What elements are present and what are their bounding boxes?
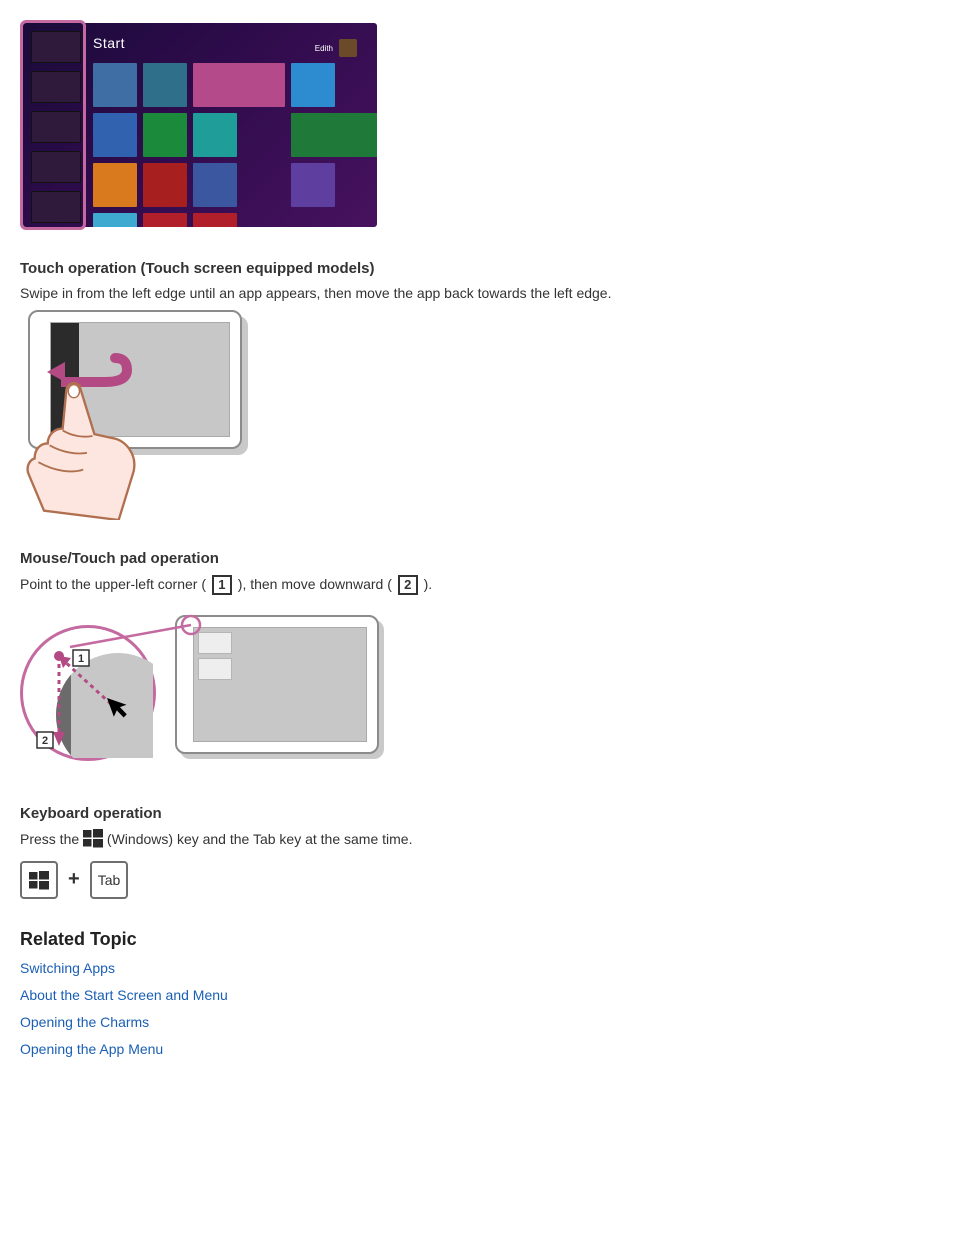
kb-text-prefix: Press the [20, 831, 83, 847]
tile-grid [93, 63, 377, 227]
tile [143, 113, 187, 157]
tile [93, 113, 137, 157]
tile [93, 163, 137, 207]
mouse-text-mid: ), then move downward ( [238, 576, 392, 592]
touch-section: Touch operation (Touch screen equipped m… [20, 260, 934, 520]
figure-start-screen: Start Edith [20, 20, 934, 230]
tile [93, 63, 137, 107]
keyboard-section: Keyboard operation Press the (Windows) k… [20, 805, 934, 898]
tile [291, 63, 335, 107]
touch-heading: Touch operation (Touch screen equipped m… [20, 260, 934, 277]
tile [193, 163, 237, 207]
tile [93, 213, 137, 227]
plus-sign: + [68, 868, 80, 891]
keyboard-heading: Keyboard operation [20, 805, 934, 822]
related-heading: Related Topic [20, 929, 934, 950]
tile [143, 63, 187, 107]
related-link[interactable]: Switching Apps [20, 958, 934, 979]
mouse-section: Mouse/Touch pad operation Point to the u… [20, 550, 934, 775]
related-link[interactable]: Opening the App Menu [20, 1039, 934, 1060]
windows-logo-icon [83, 828, 103, 848]
keyboard-instruction-line: Press the (Windows) key and the Tab key … [20, 828, 934, 850]
user-badge: Edith [315, 39, 357, 57]
callout-1: 1 [212, 575, 232, 595]
mouse-text-suffix: ). [424, 576, 433, 592]
related-links-list: Switching Apps About the Start Screen and… [20, 958, 934, 1060]
avatar [339, 39, 357, 57]
callout-2: 2 [398, 575, 418, 595]
tile [193, 63, 285, 107]
mouse-instruction-line: Point to the upper-left corner ( 1 ), th… [20, 573, 934, 595]
key-combo: + Tab [20, 861, 934, 899]
related-section: Related Topic Switching Apps About the St… [20, 929, 934, 1060]
mouse-figure: 1 2 [20, 605, 385, 775]
tile [193, 213, 237, 227]
related-link[interactable]: About the Start Screen and Menu [20, 985, 934, 1006]
kb-text-suffix: key and the Tab key at the same time. [177, 831, 413, 847]
tile [193, 113, 237, 157]
touch-instruction: Swipe in from the left edge until an app… [20, 283, 934, 304]
start-screen-label: Start [93, 35, 125, 51]
tile [143, 163, 187, 207]
highlight-frame [20, 20, 86, 230]
tile [143, 213, 187, 227]
leader-line [20, 605, 385, 775]
tile [291, 163, 335, 207]
tab-key: Tab [90, 861, 129, 899]
user-name: Edith [315, 44, 333, 53]
tile [291, 113, 377, 157]
hand-icon [20, 380, 180, 520]
related-link[interactable]: Opening the Charms [20, 1012, 934, 1033]
touch-figure [20, 310, 250, 520]
kb-windows-word: (Windows) [107, 831, 173, 847]
mouse-heading: Mouse/Touch pad operation [20, 550, 934, 567]
windows-key [20, 861, 58, 899]
mouse-text-prefix: Point to the upper-left corner ( [20, 576, 206, 592]
windows-logo-icon [29, 870, 49, 890]
